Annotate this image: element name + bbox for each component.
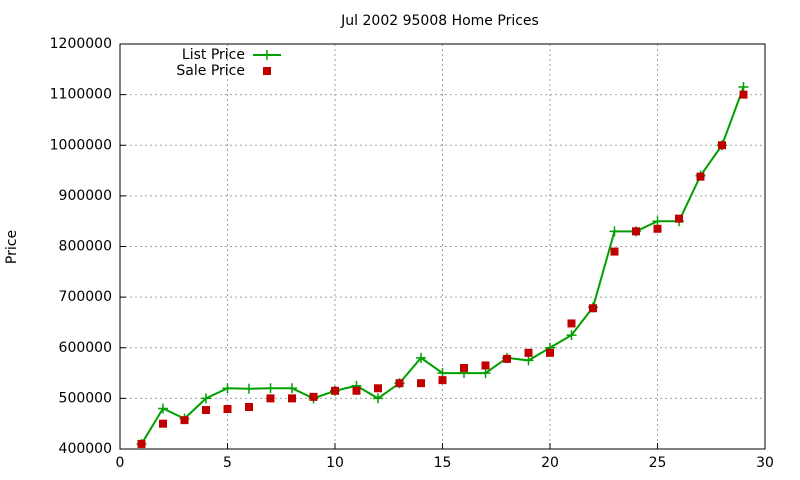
point-marker	[374, 384, 382, 393]
point-marker	[438, 376, 447, 385]
x-tick-label: 20	[541, 455, 559, 471]
x-tick-label: 5	[223, 455, 232, 471]
y-tick-label: 700000	[59, 289, 112, 305]
point-marker	[158, 403, 168, 414]
point-marker	[201, 393, 211, 404]
plot-frame	[119, 43, 766, 450]
point-marker	[589, 304, 597, 313]
point-marker	[245, 402, 253, 411]
point-marker	[481, 361, 490, 370]
y-axis-label: Price	[4, 230, 20, 264]
point-marker	[352, 386, 361, 395]
point-marker	[480, 368, 491, 379]
y-tick-label: 1000000	[50, 137, 112, 153]
point-marker	[288, 394, 296, 403]
point-marker	[309, 392, 318, 401]
point-marker	[202, 406, 210, 415]
point-marker	[546, 348, 554, 357]
chart-title: Jul 2002 95008 Home Prices	[340, 13, 539, 29]
point-marker	[180, 416, 189, 425]
legend-label: Sale Price	[176, 63, 245, 79]
legend-label: List Price	[182, 47, 245, 63]
y-tick-label: 1100000	[50, 87, 112, 103]
point-marker	[739, 90, 748, 99]
point-marker	[137, 439, 146, 448]
point-marker	[696, 172, 705, 181]
y-tick-label: 500000	[59, 390, 112, 406]
point-marker	[373, 393, 383, 404]
point-marker	[524, 348, 533, 357]
point-marker	[738, 82, 749, 93]
point-marker	[331, 386, 339, 395]
point-marker	[566, 330, 577, 341]
point-marker	[523, 355, 534, 366]
legend-marker	[263, 67, 271, 75]
x-tick-label: 15	[434, 455, 452, 471]
point-marker	[653, 224, 662, 233]
y-tick-label: 800000	[59, 239, 112, 255]
point-marker	[567, 319, 576, 328]
legend-marker	[262, 50, 272, 60]
point-marker	[609, 226, 620, 237]
y-tick-label: 400000	[59, 441, 112, 457]
point-marker	[417, 379, 425, 388]
x-tick-label: 10	[326, 455, 344, 471]
point-marker	[223, 405, 232, 414]
point-marker	[416, 352, 426, 363]
point-marker	[287, 383, 297, 394]
point-marker	[718, 141, 726, 150]
point-marker	[265, 383, 276, 394]
point-marker	[159, 419, 167, 428]
x-tick-label: 0	[116, 455, 125, 471]
point-marker	[503, 354, 511, 363]
point-marker	[675, 214, 683, 223]
y-tick-label: 600000	[59, 340, 112, 356]
point-marker	[244, 383, 254, 394]
point-marker	[222, 383, 233, 394]
x-tick-label: 25	[649, 455, 667, 471]
y-tick-label: 1200000	[50, 36, 112, 52]
point-marker	[266, 394, 275, 403]
point-marker	[652, 216, 663, 227]
point-marker	[632, 227, 640, 236]
point-marker	[460, 364, 468, 372]
x-tick-label: 30	[756, 455, 774, 471]
y-tick-label: 900000	[59, 188, 112, 204]
point-marker	[395, 379, 404, 388]
point-marker	[610, 247, 619, 256]
